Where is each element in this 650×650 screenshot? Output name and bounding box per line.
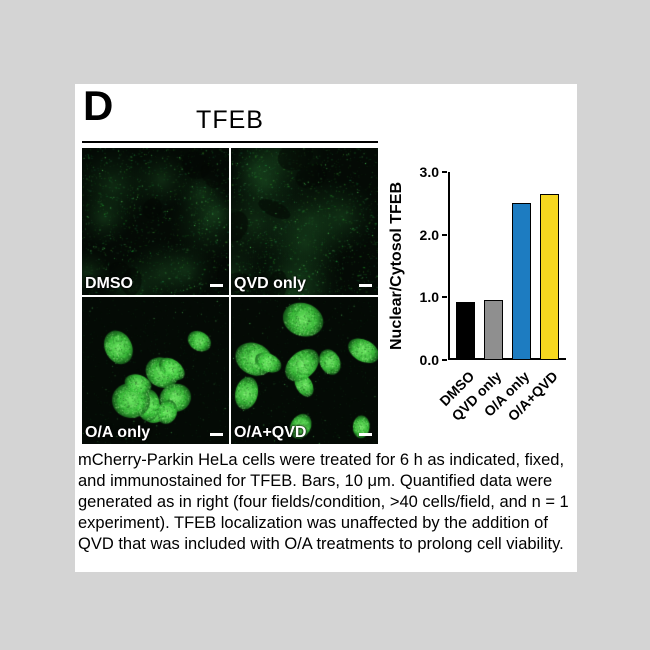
- figure-card: D TFEB DMSO QVD only O/A only O/A+QVD Nu…: [75, 82, 577, 572]
- micrograph-label-dmso: DMSO: [85, 275, 133, 292]
- micrograph-oa-only-image: [82, 297, 229, 444]
- micrograph-grid: DMSO QVD only O/A only O/A+QVD: [82, 148, 378, 444]
- y-tick-label: 3.0: [419, 164, 439, 180]
- figure-caption: mCherry-Parkin HeLa cells were treated f…: [78, 451, 569, 554]
- bar-o-a-qvd: [540, 193, 559, 360]
- micrograph-label-qvd-only: QVD only: [234, 275, 307, 292]
- micrograph-qvd-only: QVD only: [231, 148, 378, 295]
- bar-o-a-only: [512, 203, 531, 360]
- micrograph-title: TFEB: [196, 106, 264, 134]
- micrograph-oa-qvd: O/A+QVD: [231, 297, 378, 444]
- panel-letter: D: [83, 82, 114, 129]
- plot-axes: [448, 172, 566, 360]
- y-tick-mark: [442, 359, 447, 361]
- scale-bar: [359, 284, 372, 287]
- micrograph-oa-only: O/A only: [82, 297, 229, 444]
- micrograph-dmso-image: [82, 148, 229, 295]
- micrograph-label-oa-only: O/A only: [85, 424, 151, 441]
- micrograph-dmso: DMSO: [82, 148, 229, 295]
- y-tick-mark: [442, 171, 447, 173]
- y-tick-mark: [442, 233, 447, 236]
- bar-qvd-only: [484, 300, 503, 360]
- y-tick-label: 1.0: [419, 289, 439, 306]
- micrograph-oa-qvd-image: [231, 297, 378, 444]
- scale-bar: [210, 433, 223, 436]
- y-tick-label: 0.0: [419, 352, 439, 368]
- micrograph-qvd-only-image: [231, 148, 378, 295]
- scale-bar: [210, 284, 223, 287]
- bar-chart: Nuclear/Cytosol TFEB 0.0 1.0 2.0 3.0 DMSO QVD…: [75, 84, 577, 572]
- y-tick-label: 2.0: [419, 226, 439, 243]
- scale-bar: [359, 433, 372, 436]
- y-tick-mark: [442, 296, 447, 299]
- title-underline: [82, 141, 378, 143]
- y-axis-label: Nuclear/Cytosol TFEB: [388, 181, 405, 351]
- micrograph-label-oa-qvd: O/A+QVD: [234, 424, 307, 441]
- bar-dmso: [456, 301, 475, 360]
